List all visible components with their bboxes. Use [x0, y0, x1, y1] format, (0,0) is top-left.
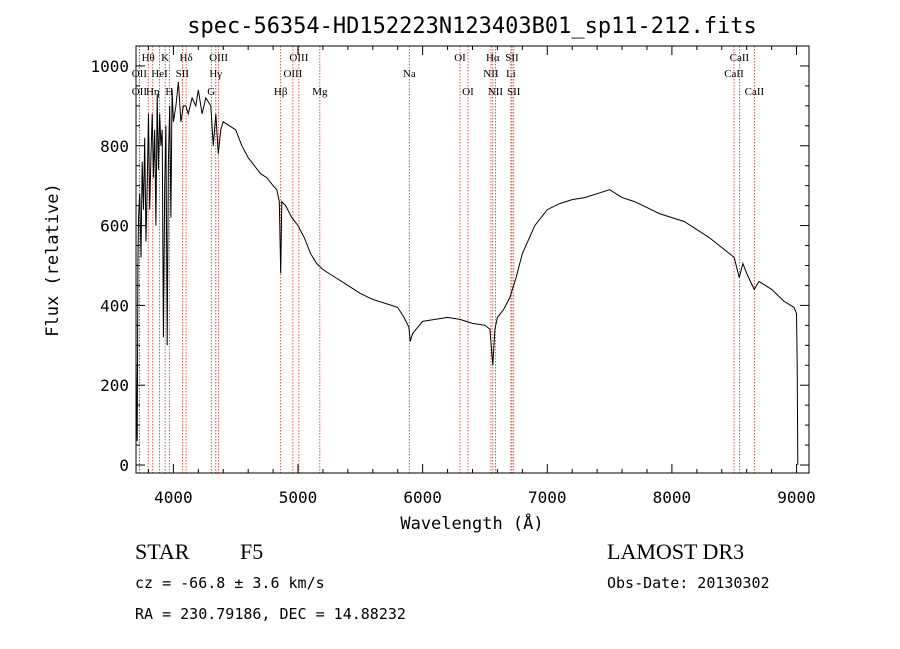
line-id-label: Hθ — [142, 52, 155, 64]
line-id-label: H — [165, 86, 173, 98]
line-id-label: K — [161, 52, 169, 64]
object-class: STAR — [135, 539, 190, 564]
x-tick-label: 9000 — [777, 488, 816, 507]
line-id-label: Hδ — [180, 52, 193, 64]
line-id-label: SII — [507, 86, 521, 98]
obs-date: Obs-Date: 20130302 — [607, 574, 770, 592]
line-id-label: OI — [462, 86, 474, 98]
y-tick-label: 1000 — [90, 57, 129, 76]
line-id-label: Hγ — [209, 68, 222, 80]
y-tick-label: 0 — [119, 456, 129, 475]
y-tick-label: 600 — [100, 217, 129, 236]
line-id-label: G — [207, 86, 215, 98]
x-tick-label: 4000 — [154, 488, 193, 507]
x-tick-label: 8000 — [653, 488, 692, 507]
y-axis-label: Flux (relative) — [43, 183, 63, 337]
line-id-label: OII — [132, 68, 148, 80]
line-id-label: NII — [488, 86, 504, 98]
y-tick-label: 200 — [100, 376, 129, 395]
line-id-markers — [138, 46, 755, 473]
redshift-text: cz = -66.8 ± 3.6 km/s — [135, 574, 325, 592]
x-tick-label: 6000 — [403, 488, 442, 507]
x-axis-ticks: 4000 5000 6000 7000 8000 9000 — [147, 46, 816, 507]
chart-title: spec-56354-HD152223N123403B01_sp11-212.f… — [187, 14, 757, 39]
line-id-label: Hβ — [274, 86, 288, 98]
spectrum-curve — [135, 81, 799, 466]
line-id-label: Li — [506, 68, 516, 80]
line-id-label: NII — [483, 68, 499, 80]
y-tick-label: 800 — [100, 137, 129, 156]
line-id-label: Na — [403, 68, 416, 80]
object-subclass: F5 — [240, 539, 263, 564]
line-id-label: Mg — [312, 86, 328, 98]
line-id-label: SII — [505, 52, 519, 64]
coordinates-text: RA = 230.79186, DEC = 14.88232 — [135, 605, 406, 623]
line-id-label: CaII — [724, 68, 744, 80]
line-id-label: OI — [454, 52, 466, 64]
x-axis-label: Wavelength (Å) — [400, 512, 543, 534]
line-id-label: CaII — [745, 86, 765, 98]
line-id-label: SII — [176, 68, 190, 80]
survey-name: LAMOST DR3 — [607, 539, 744, 564]
line-id-label: CaII — [730, 52, 750, 64]
line-id-label: HeI — [151, 68, 168, 80]
x-tick-label: 7000 — [528, 488, 567, 507]
x-tick-label: 5000 — [279, 488, 318, 507]
line-id-label: Hη — [146, 86, 160, 98]
line-id-label: OIII — [209, 52, 228, 64]
line-id-label: OIII — [283, 68, 302, 80]
line-id-label: Hα — [486, 52, 500, 64]
y-tick-label: 400 — [100, 296, 129, 315]
line-id-label: OIII — [289, 52, 308, 64]
y-axis-ticks: 0 200 400 600 800 1000 — [90, 57, 809, 475]
